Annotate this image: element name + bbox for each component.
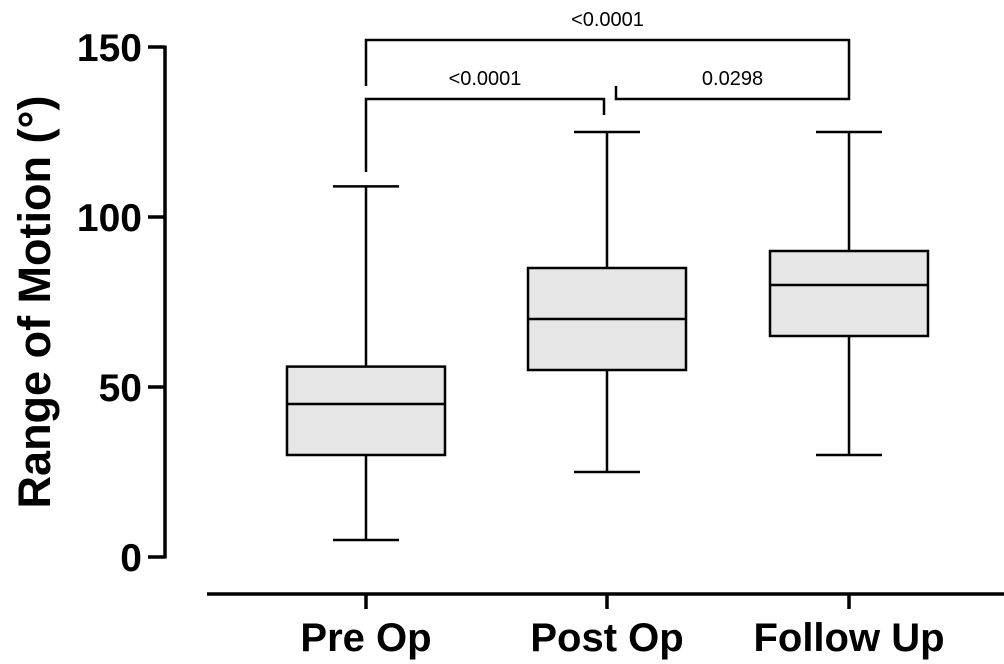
p-value-label: 0.0298 bbox=[702, 68, 763, 90]
y-tick-label: 50 bbox=[99, 367, 142, 410]
significance-bracket: <0.0001 bbox=[364, 9, 851, 86]
p-value-label: <0.0001 bbox=[449, 68, 522, 90]
bracket-line bbox=[614, 86, 851, 101]
box-plot-pre-op bbox=[285, 185, 447, 542]
significance-bracket: 0.0298 bbox=[614, 68, 851, 101]
y-axis-title-group: Range of Motion (°) bbox=[9, 96, 60, 509]
boxes bbox=[285, 130, 930, 542]
x-category-label: Pre Op bbox=[300, 616, 431, 660]
bracket-line bbox=[364, 38, 851, 86]
iqr-box bbox=[285, 365, 447, 457]
y-tick-label: 150 bbox=[77, 27, 142, 70]
bracket-line bbox=[364, 97, 606, 172]
box-plot-follow-up bbox=[768, 130, 930, 457]
p-value-label: <0.0001 bbox=[571, 9, 644, 31]
y-axis-title: Range of Motion (°) bbox=[9, 96, 60, 509]
significance-bracket: <0.0001 bbox=[364, 68, 606, 172]
iqr-box bbox=[768, 249, 930, 338]
significance-brackets: <0.0001 0.0298 <0.0001 bbox=[364, 9, 851, 172]
y-tick-label: 100 bbox=[77, 197, 142, 240]
axes: 0 50 100 150 Pre Op Post Op Follow Up bbox=[77, 27, 1004, 660]
x-category-label: Follow Up bbox=[753, 616, 944, 660]
x-category-label: Post Op bbox=[530, 616, 683, 660]
box-plot-post-op bbox=[526, 130, 688, 474]
y-tick-label: 0 bbox=[120, 537, 142, 580]
